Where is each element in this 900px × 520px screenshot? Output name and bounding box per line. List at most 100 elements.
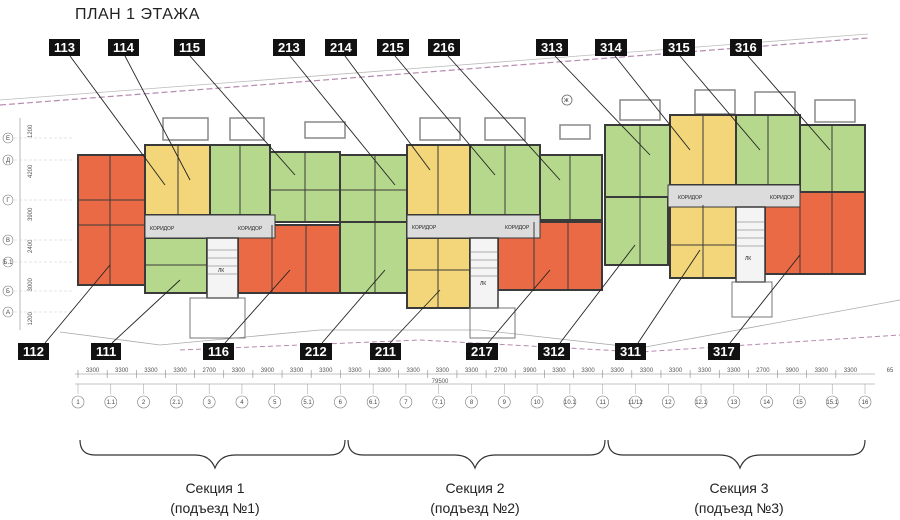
svg-text:Ж: Ж — [564, 98, 569, 104]
bay-dimension: 3300 — [319, 368, 333, 374]
leader-line — [614, 55, 691, 151]
svg-text:КОРИДОР: КОРИДОР — [678, 195, 703, 201]
axis-marker — [760, 395, 773, 409]
apt-313-area — [604, 124, 671, 198]
apt-label-312: 312 — [538, 343, 570, 360]
bay-dimension: 3300 — [436, 368, 450, 374]
axis-label: 10.1 — [564, 400, 576, 406]
leader-line — [69, 55, 166, 186]
row-letter: Б — [6, 289, 10, 295]
axis-marker — [399, 395, 413, 409]
bay-dimension: 3300 — [377, 368, 391, 374]
axis-label: 11 — [600, 400, 607, 406]
bay-dimension: 3300 — [86, 368, 100, 374]
axis-label: 5 — [273, 400, 277, 406]
leader-lines — [44, 55, 831, 344]
apt-label-216: 216 — [428, 39, 460, 56]
leader-line — [637, 249, 701, 344]
apt-label-314: 314 — [595, 39, 627, 56]
apt-label-212: 212 — [300, 343, 332, 360]
section-caption-2: Секция 2 (подъезд №2) — [365, 478, 585, 518]
row-letter: А — [6, 310, 10, 316]
apt-label-316: 316 — [730, 39, 762, 56]
apt-label-315: 315 — [663, 39, 695, 56]
axis-marker — [661, 395, 675, 409]
leader-line — [389, 289, 441, 344]
axis-label: 2.1 — [172, 400, 181, 406]
axis-label: 9 — [503, 400, 507, 406]
bay-dimension: 3300 — [173, 368, 187, 374]
svg-text:ЛК: ЛК — [480, 281, 486, 287]
svg-text:КОРИДОР: КОРИДОР — [412, 225, 437, 231]
row-dimension: 3000 — [28, 277, 34, 291]
section-caption-1: Секция 1 (подъезд №1) — [105, 478, 325, 518]
bay-dimension: 3300 — [698, 368, 712, 374]
row-letter-marker — [2, 194, 14, 206]
axis-label: 6 — [339, 400, 343, 406]
axis-label: 1.1 — [107, 400, 116, 406]
axis-label: 12 — [665, 400, 672, 406]
apt-312-area — [604, 196, 669, 266]
svg-text:ЛК: ЛК — [745, 256, 751, 262]
apt-label-115: 115 — [174, 39, 205, 56]
axis-marker — [104, 395, 118, 409]
leader-line — [224, 269, 291, 344]
building-footprint — [77, 89, 866, 339]
axis-marker — [563, 395, 577, 409]
axis-label: 8 — [470, 400, 474, 406]
row-letter-marker — [2, 132, 14, 144]
axis-label: 1 — [76, 400, 80, 406]
svg-text:КОРИДОР: КОРИДОР — [770, 195, 795, 201]
row-letter: Д — [6, 158, 10, 164]
row-letter-marker — [2, 256, 14, 268]
axis-marker — [202, 395, 216, 409]
bay-dimension: 3300 — [640, 368, 654, 374]
section-entrance: (подъезд №1) — [170, 500, 260, 516]
section-entrance: (подъезд №3) — [694, 500, 784, 516]
section-entrance: (подъезд №2) — [430, 500, 520, 516]
leader-line — [559, 244, 636, 344]
axis-marker — [727, 395, 741, 409]
bay-dimension: 2700 — [756, 368, 770, 374]
bay-dimension: 3300 — [348, 368, 362, 374]
section-name: Секция 1 — [185, 480, 245, 496]
axis-marker — [71, 395, 85, 409]
axis-marker — [137, 395, 150, 409]
leader-line — [44, 264, 111, 344]
leader-line — [679, 55, 761, 151]
section-brackets — [79, 439, 866, 470]
apt-label-111: 111 — [91, 343, 122, 360]
bay-dimension: 3300 — [290, 368, 304, 374]
bay-dimension: 3300 — [581, 368, 595, 374]
bay-dimension: 3300 — [727, 368, 741, 374]
bay-dimension: 3300 — [407, 368, 421, 374]
row-letter: Е — [6, 136, 10, 142]
axis-label: 2 — [142, 400, 146, 406]
axis-marker — [465, 395, 478, 409]
axis-label: 11/12 — [628, 400, 643, 406]
axis-marker — [858, 395, 872, 409]
plan-title: ПЛАН 1 ЭТАЖА — [75, 6, 200, 23]
row-letter-marker — [2, 154, 14, 166]
apt-label-114: 114 — [108, 39, 139, 56]
axis-marker — [530, 395, 544, 409]
apt-212-area — [339, 221, 408, 294]
axis-label: 3 — [207, 400, 211, 406]
apt-label-213: 213 — [273, 39, 305, 56]
axis-label: 10 — [534, 400, 541, 406]
apt-label-112: 112 — [18, 343, 49, 360]
row-dimension: 4200 — [28, 164, 34, 178]
section-name: Секция 2 — [445, 480, 505, 496]
apt-label-311: 311 — [615, 343, 646, 360]
svg-text:ЛК: ЛК — [218, 268, 224, 274]
row-letter: В — [6, 238, 10, 244]
row-letter-marker — [2, 234, 14, 246]
bay-dimension: 3300 — [815, 368, 829, 374]
axis-marker — [268, 395, 282, 409]
section-name: Секция 3 — [709, 480, 769, 496]
leader-line — [729, 254, 801, 344]
stair-1 — [206, 237, 239, 299]
svg-text:КОРИДОР: КОРИДОР — [150, 226, 175, 232]
row-letter-marker — [2, 306, 14, 318]
